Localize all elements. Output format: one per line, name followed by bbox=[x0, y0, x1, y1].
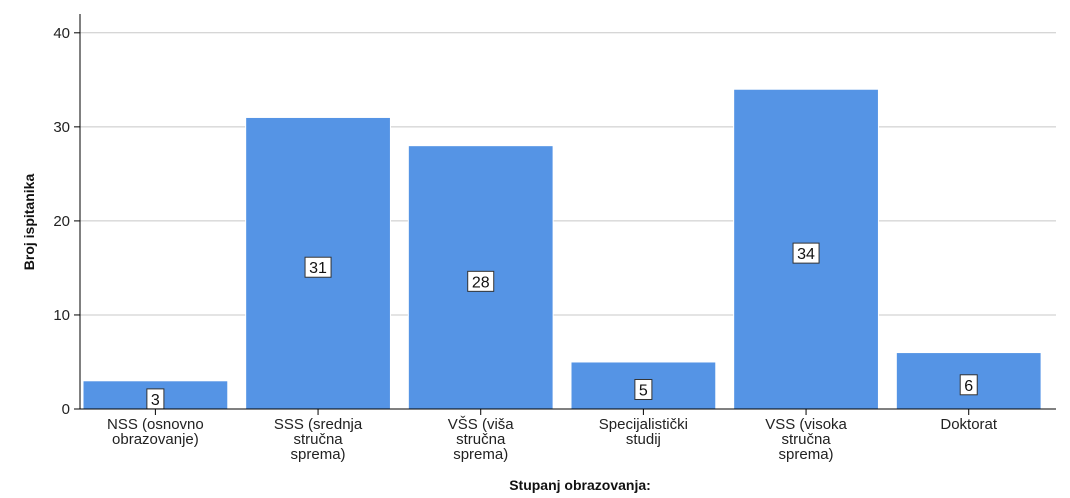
data-label-box bbox=[304, 256, 332, 278]
y-axis-title: Broj ispitanika bbox=[21, 174, 37, 271]
bars bbox=[82, 88, 1042, 410]
x-category-label-line: sprema) bbox=[291, 446, 346, 463]
data-labels: 3 31 28 5 34 6 bbox=[146, 242, 978, 410]
x-category-label-line: SSS (srednja bbox=[274, 416, 363, 433]
x-category-label-line: Specijalistički bbox=[599, 416, 688, 433]
x-category-label: Specijalistički studij bbox=[599, 416, 688, 448]
x-category-label-line: studij bbox=[626, 431, 661, 448]
data-label-text: 5 bbox=[639, 382, 648, 399]
x-category-label-line: obrazovanje) bbox=[112, 431, 199, 448]
data-label-text: 6 bbox=[964, 378, 973, 395]
y-tick-label: 10 bbox=[53, 307, 70, 324]
data-label-text: 31 bbox=[309, 260, 327, 277]
y-tick-label: 30 bbox=[53, 119, 70, 136]
x-category-label: SSS (srednja stručna sprema) bbox=[274, 416, 363, 463]
x-axis-title: Stupanj obrazovanja: bbox=[509, 477, 651, 493]
x-category-label-line: stručna bbox=[293, 431, 343, 448]
data-label: 6 bbox=[959, 374, 978, 396]
data-label: 28 bbox=[467, 270, 495, 292]
x-category-label: VŠS (viša stručna sprema) bbox=[448, 416, 515, 463]
x-category-label-line: Doktorat bbox=[940, 416, 998, 433]
data-label-box bbox=[959, 374, 978, 396]
x-category-label-line: sprema) bbox=[779, 446, 834, 463]
x-category-label: NSS (osnovno obrazovanje) bbox=[107, 416, 204, 448]
x-category-label-line: stručna bbox=[456, 431, 506, 448]
x-category-label-line: NSS (osnovno bbox=[107, 416, 204, 433]
x-category-label: Doktorat bbox=[940, 416, 998, 433]
data-label-text: 3 bbox=[151, 392, 160, 409]
x-category-label-line: sprema) bbox=[453, 446, 508, 463]
y-tick-labels: 0 10 20 30 40 bbox=[53, 25, 80, 418]
data-label: 34 bbox=[792, 242, 820, 264]
y-tick-label: 40 bbox=[53, 25, 70, 42]
data-label-box bbox=[467, 270, 495, 292]
data-label-box bbox=[792, 242, 820, 264]
x-category-label-line: VSS (visoka bbox=[765, 416, 847, 433]
grid-lines bbox=[80, 32, 1056, 316]
data-label: 31 bbox=[304, 256, 332, 278]
data-label: 3 bbox=[146, 388, 165, 410]
axes bbox=[79, 14, 1056, 410]
x-category-label: VSS (visoka stručna sprema) bbox=[765, 416, 847, 463]
data-label-text: 34 bbox=[797, 246, 815, 263]
data-label-text: 28 bbox=[472, 274, 490, 291]
y-tick-label: 20 bbox=[53, 213, 70, 230]
data-label: 5 bbox=[634, 378, 653, 400]
data-label-box bbox=[634, 378, 653, 400]
x-category-label-line: VŠS (viša bbox=[448, 416, 515, 433]
y-tick-label: 0 bbox=[62, 401, 70, 418]
x-category-label-line: stručna bbox=[781, 431, 831, 448]
x-category-labels: NSS (osnovno obrazovanje)SSS (srednja stru… bbox=[107, 409, 998, 463]
